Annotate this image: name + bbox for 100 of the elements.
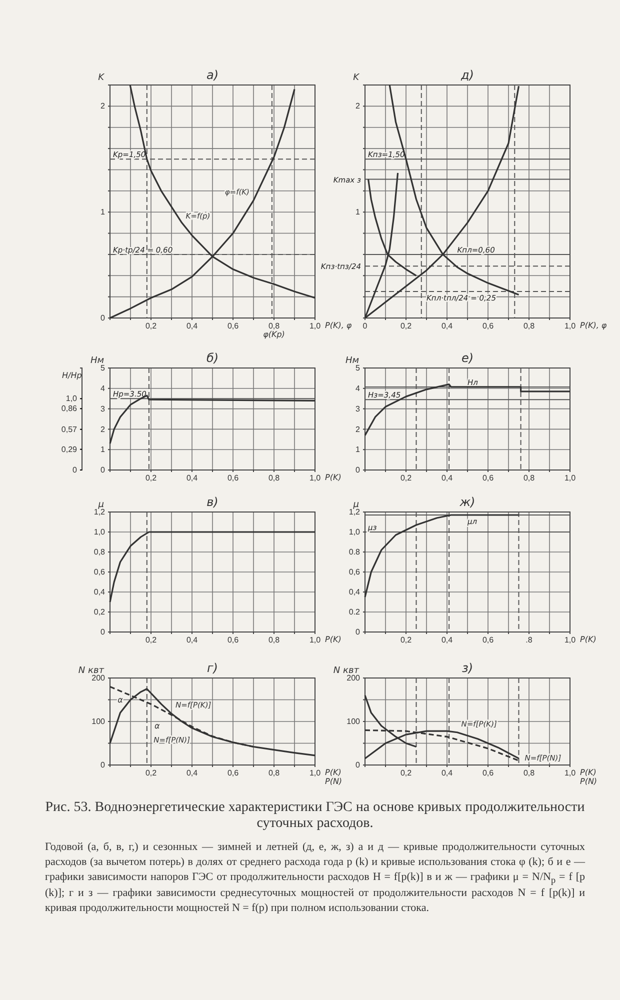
- x-tick-label: 0,4: [186, 636, 198, 645]
- y-axis-title: μ: [352, 500, 360, 510]
- x-tick-label: 1,0: [564, 474, 576, 483]
- y-tick-label: 1,0: [94, 528, 106, 537]
- x-axis-title: P(K), φ: [580, 321, 608, 330]
- x-tick-label: 1,0: [564, 768, 576, 778]
- y-axis-title: μ: [97, 500, 104, 510]
- x-tick-label: 1,0: [309, 322, 322, 331]
- x-tick-label: 0,8: [268, 636, 280, 645]
- chart-title: г): [207, 661, 218, 675]
- x-tick-label: 0,2: [400, 768, 412, 778]
- text: Годовой (а, б, в, г,) и сезонных — зимней и летней (д, е, ж, з) а и д — кривые продолжительности суточных расходов (за вычетом потерь) в долях от среднего расхода года p (k) и кривые использования стока φ (k); б и е — графики зависимости напоров ГЭС от продолжительности расходов H = f[p(k)] в и ж — графики μ = N/N$_{p}$ = f [p (k)]; г и з — графики зависимости среднесуточных мощностей от продолжительности расходов N = f [p(k)] и кривая продолжительности мощностей N = f(p) при полном использовании стока.: [45, 840, 586, 916]
- y-tick-label: 100: [346, 717, 361, 726]
- y-tick-label: 1: [356, 208, 361, 217]
- y-tick-label: 0: [356, 466, 361, 475]
- x-axis-title: P(K) P(N): [580, 768, 598, 786]
- y-tick-label: 2: [100, 102, 106, 111]
- x-axis-title: P(K): [580, 635, 596, 644]
- x-tick-label: 0,2: [400, 636, 412, 645]
- x-axis-title: P(K): [325, 473, 342, 482]
- x-tick-label: 0,2: [145, 474, 158, 483]
- y-tick-label: 1: [100, 445, 106, 454]
- chart-title: б): [206, 351, 219, 365]
- x-tick-label: 0,2: [145, 636, 158, 645]
- y-tick-label: 0: [100, 760, 106, 770]
- y-tick-label: 1,2: [348, 508, 361, 517]
- chart-title: е): [461, 351, 474, 365]
- x-axis-title: P(K), φ: [325, 321, 352, 330]
- x-tick-label: 0,4: [186, 322, 198, 331]
- x-tick-label: 0,6: [227, 322, 240, 331]
- y-tick-label: 200: [92, 674, 106, 683]
- x-tick-label: 0,8: [523, 474, 536, 483]
- y2-tick-label: 0,29: [61, 444, 78, 454]
- y-tick-label: 4: [100, 384, 106, 393]
- y-tick-label: 0: [356, 760, 361, 770]
- annotation: α: [154, 721, 161, 730]
- y-axis-title: K: [353, 73, 360, 83]
- x-tick-label: 0: [362, 322, 368, 331]
- chart-title: а): [206, 68, 219, 82]
- x-tick-label: 0,6: [482, 322, 494, 331]
- y-tick-label: 0: [356, 628, 361, 637]
- y2-tick-label: 0: [72, 466, 78, 475]
- y-tick-label: 0.2: [348, 608, 361, 617]
- y-tick-label: 2: [100, 424, 106, 434]
- y-tick-label: 1,0: [348, 528, 361, 537]
- x-tick-label: 0,4: [186, 474, 198, 483]
- y-tick-label: 0,2: [94, 608, 106, 617]
- y-tick-label: 0,4: [94, 588, 106, 597]
- x-tick-label: 0,4: [441, 474, 454, 483]
- y-axis-title: Hм: [90, 356, 104, 366]
- x-tick-label: 0,8: [268, 768, 280, 778]
- x-tick-label: 0,8: [268, 322, 280, 331]
- y-tick-label: 2: [356, 102, 361, 111]
- x-axis-title: P(K): [325, 635, 342, 644]
- x-tick-label: 0,2: [400, 322, 412, 331]
- y2-tick-label: 0,86: [61, 404, 78, 414]
- x-tick-label: 0,6: [482, 768, 494, 778]
- text: φ(Kр): [263, 330, 285, 339]
- y-tick-label: 0,6: [348, 568, 361, 577]
- x-tick-label: 0,6: [227, 474, 240, 483]
- x-tick-label: 1,0: [309, 474, 322, 483]
- x-tick-label: 1,0: [309, 636, 322, 645]
- x-axis-title: P(K) P(N): [325, 768, 342, 786]
- y-tick-label: 0,6: [94, 568, 106, 577]
- x-tick-label: 0,4: [186, 768, 198, 778]
- y-tick-label: 100: [92, 717, 106, 726]
- y-tick-label: 0: [100, 628, 106, 637]
- y-axis-title: Hм: [345, 356, 360, 366]
- y-tick-label: 0: [100, 466, 106, 475]
- text: Рис. 53. Водноэнергетические характеристики ГЭС на основе кривых продолжительности суточных расходов.: [45, 800, 585, 832]
- x-tick-label: 0,8: [523, 768, 536, 778]
- chart-title: д): [460, 68, 474, 82]
- y-tick-label: 1: [100, 208, 106, 217]
- x-tick-label: 0,4: [441, 322, 454, 331]
- y-tick-label: 0: [100, 314, 106, 323]
- y2-tick-label: 0,57: [61, 424, 78, 434]
- chart-title: в): [206, 495, 218, 509]
- x-tick-label: 0,6: [482, 474, 494, 483]
- y-axis-title: K: [98, 73, 106, 83]
- y2-tick-label: 1,0: [66, 394, 78, 404]
- x-tick-label: 1,0: [564, 636, 576, 645]
- y-tick-label: 0,4: [348, 588, 361, 597]
- y-tick-label: 4: [356, 384, 361, 393]
- x-tick-label: 0,8: [523, 322, 536, 331]
- y-tick-label: 1: [356, 445, 361, 454]
- y-tick-label: 0,8: [94, 548, 106, 557]
- x-tick-label: 0,2: [400, 474, 412, 483]
- x-tick-label: 0,8: [268, 474, 280, 483]
- x-tick-label: 0,6: [482, 636, 494, 645]
- chart-title: ж): [458, 495, 476, 509]
- y-tick-label: 200: [346, 674, 361, 683]
- y-axis-title: N квт: [78, 666, 105, 676]
- x-tick-label: 0,6: [227, 768, 240, 778]
- x-tick-label: 0,2: [145, 322, 158, 331]
- y2-axis-title: H/Hр: [62, 371, 82, 380]
- chart-title: з): [462, 661, 474, 675]
- x-tick-label: 1,0: [564, 322, 576, 331]
- x-tick-label: .8: [526, 636, 533, 645]
- y-tick-label: 0.8: [348, 548, 361, 557]
- y-tick-label: 3: [356, 404, 361, 414]
